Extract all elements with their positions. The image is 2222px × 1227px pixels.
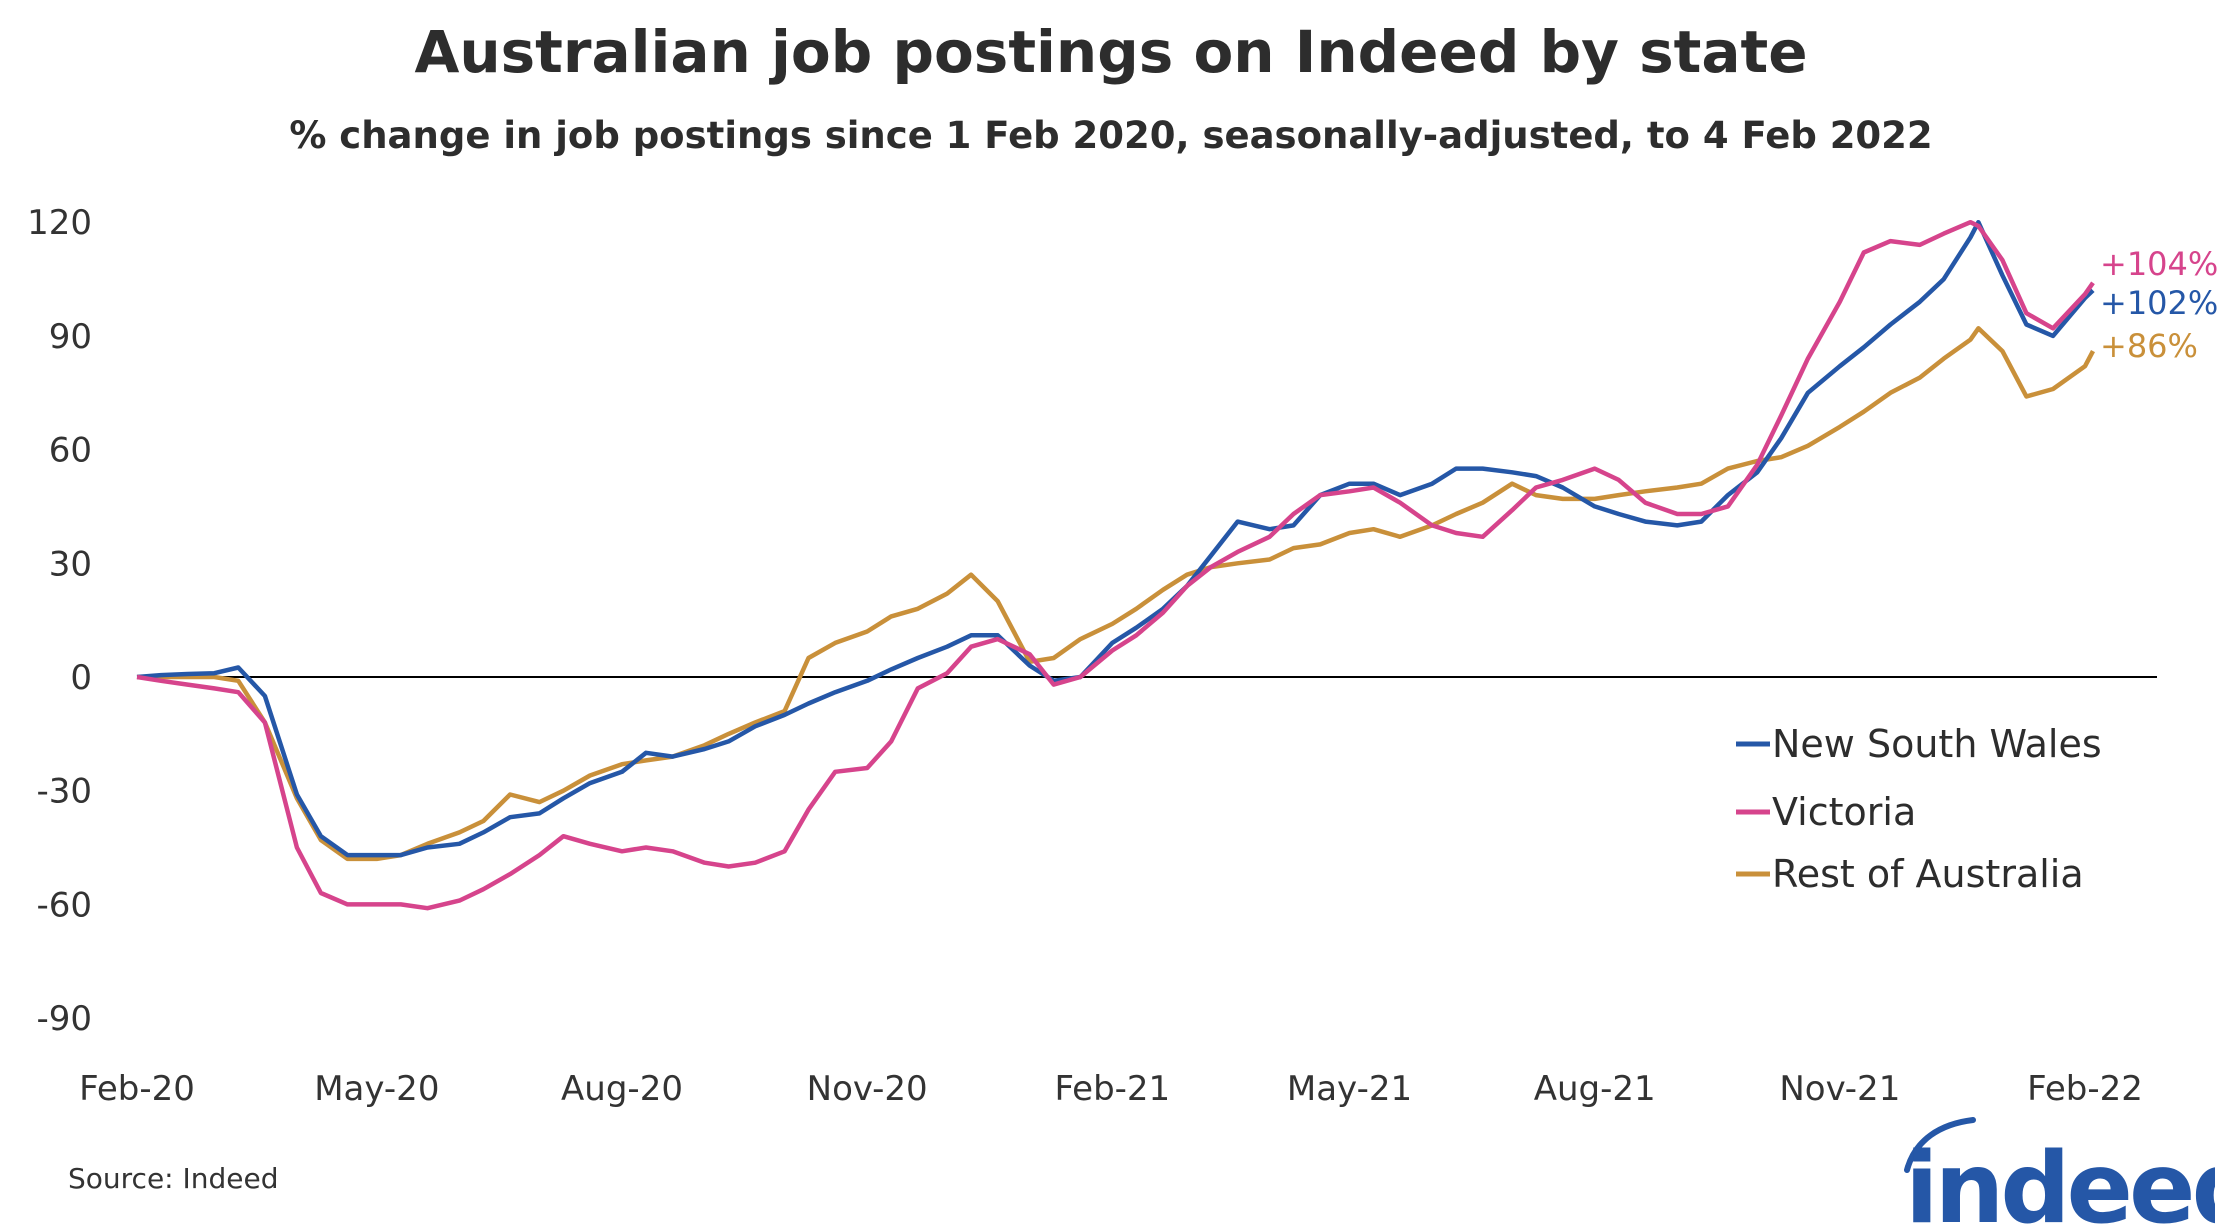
x-tick-label: May-20 (314, 1069, 439, 1109)
x-tick-label: Nov-21 (1779, 1069, 1900, 1109)
series-line-new-south-wales (136, 219, 2095, 858)
series-lines (136, 219, 2095, 911)
source-note: Source: Indeed (68, 1162, 279, 1195)
x-tick-label: Feb-22 (2027, 1069, 2143, 1109)
x-tick-label: May-21 (1287, 1069, 1412, 1109)
y-tick-label: 90 (49, 317, 92, 357)
end-label: +104% (2100, 245, 2218, 283)
series-line-rest-of-australia (137, 326, 2095, 862)
x-tick-label: Aug-21 (1534, 1069, 1656, 1109)
x-tick-label: Feb-20 (79, 1069, 195, 1109)
indeed-logo: indeed (1904, 1117, 2215, 1227)
x-tick-label: Nov-20 (807, 1069, 928, 1109)
legend-label: Rest of Australia (1772, 852, 2084, 896)
legend: New South Wales Victoria Rest of Australia (1736, 722, 2102, 896)
y-tick-label: 0 (70, 658, 92, 698)
y-axis: 120 90 60 30 0 -30 -60 -90 (27, 203, 92, 1039)
x-tick-label: Feb-21 (1054, 1069, 1170, 1109)
y-tick-label: -60 (36, 885, 92, 925)
svg-text:indeed: indeed (1905, 1132, 2215, 1227)
chart-title: Australian job postings on Indeed by sta… (414, 18, 1808, 86)
end-label: +102% (2100, 284, 2218, 322)
legend-label: New South Wales (1772, 722, 2102, 766)
series-line-victoria (136, 219, 2095, 911)
y-tick-label: 120 (27, 203, 92, 243)
y-tick-label: 60 (49, 431, 92, 471)
x-tick-label: Aug-20 (561, 1069, 683, 1109)
y-tick-label: -30 (36, 772, 92, 812)
x-axis: Feb-20 May-20 Aug-20 Nov-20 Feb-21 May-21 Aug-… (79, 1069, 2143, 1109)
legend-label: Victoria (1772, 790, 1916, 834)
y-tick-label: 30 (49, 544, 92, 584)
end-labels: +102%+104% +86% (2100, 245, 2218, 365)
chart-subtitle: % change in job postings since 1 Feb 202… (289, 114, 1933, 157)
y-tick-label: -90 (36, 999, 92, 1039)
end-label: +86% (2100, 327, 2198, 365)
